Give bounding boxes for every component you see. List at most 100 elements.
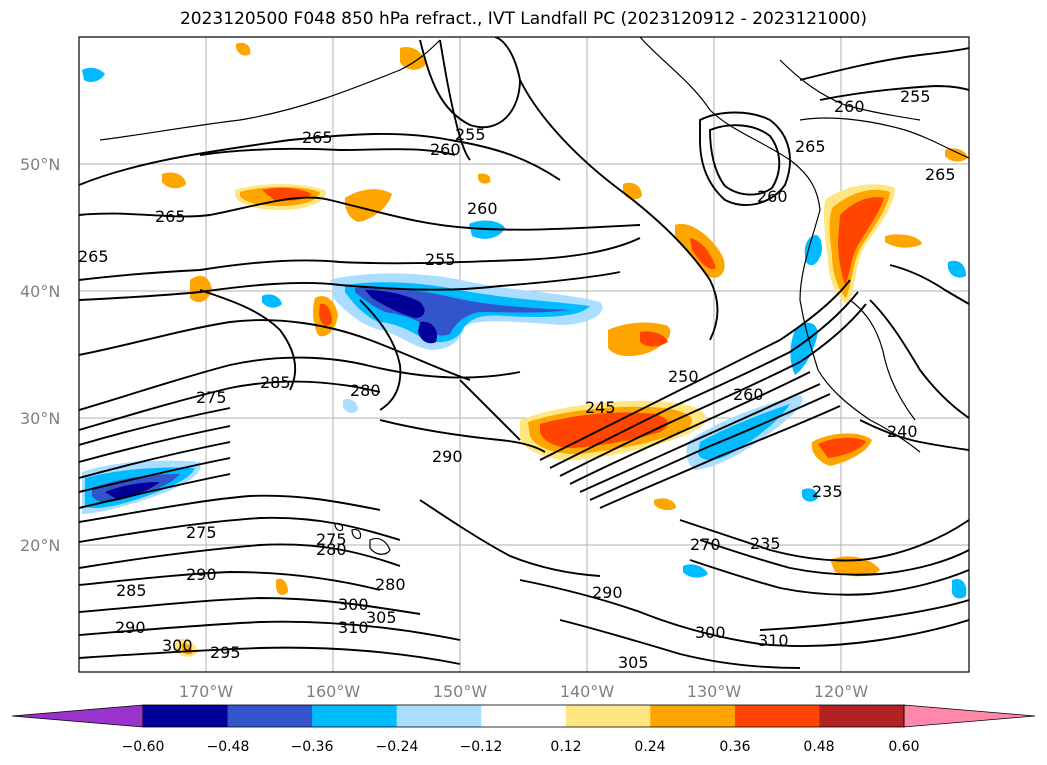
contour-label: 290	[186, 565, 217, 584]
pos-region-ad	[478, 173, 491, 184]
coast-alaska-bc	[639, 37, 821, 211]
contour-245	[549, 291, 859, 469]
contour-265c	[79, 425, 231, 463]
contour-label: 265	[302, 128, 333, 147]
colorbar-segment	[312, 705, 398, 727]
pos-region-p	[319, 303, 332, 326]
colorbar-tick-label: −0.24	[376, 739, 419, 755]
contour-label: 250	[668, 367, 699, 386]
contour-280b	[79, 543, 401, 569]
contour-label: 265	[155, 207, 186, 226]
colorbar-tick-label: −0.48	[207, 739, 250, 755]
colorbar-segment	[481, 705, 567, 727]
contour-235	[569, 371, 811, 485]
contour-285	[79, 356, 521, 411]
neg-region-q	[683, 564, 708, 578]
contour-280-loop	[199, 289, 297, 391]
colorbar-tick-label: 0.36	[719, 739, 750, 755]
colorbar-segment	[565, 705, 651, 727]
colorbar-segments	[11, 704, 1036, 728]
neg-region-j	[105, 482, 160, 500]
contour-255-ne	[799, 47, 969, 81]
contour-240	[559, 303, 867, 477]
contour-label: 265	[795, 137, 826, 156]
contour-label: 260	[430, 140, 461, 159]
lon-label-170w: 170°W	[179, 682, 234, 701]
contour-label: 310	[338, 618, 369, 637]
lon-label-120w: 120°W	[814, 682, 869, 701]
contour-300-south	[519, 579, 969, 648]
contour-label: 285	[116, 581, 147, 600]
pos-region-r	[818, 437, 866, 458]
pos-region-k	[690, 238, 716, 269]
contour-220	[599, 405, 841, 509]
contour-290-c	[419, 499, 601, 577]
contour-label: 300	[338, 595, 369, 614]
contour-225	[589, 393, 831, 501]
colorbar-segment	[227, 705, 313, 727]
pos-region-ae	[654, 498, 676, 511]
neg-region-r	[802, 488, 818, 502]
pos-region-w	[400, 46, 426, 70]
contour-265d	[79, 494, 381, 523]
contour-305-south	[559, 619, 801, 669]
colorbar-segment	[819, 705, 905, 727]
contour-265-north	[79, 132, 561, 186]
contour-265-mid	[199, 147, 456, 156]
contour-label: 260	[834, 97, 865, 116]
lat-label-50n: 50°N	[20, 155, 60, 174]
coast-aleutians	[99, 39, 441, 141]
contour-250b	[79, 473, 231, 509]
contour-265-b	[79, 196, 641, 231]
contour-290	[79, 571, 381, 591]
neg-region-t	[951, 578, 967, 599]
contour-label: 275	[186, 523, 217, 542]
coast-baja-inner	[849, 299, 916, 421]
colorbar-segment	[143, 705, 229, 727]
contour-label: 265	[925, 165, 956, 184]
neg-region-d	[365, 290, 425, 318]
contour-275b	[79, 516, 401, 543]
contour-250-east	[869, 299, 969, 419]
coast-us-west	[799, 209, 921, 453]
contour-240-east	[859, 419, 969, 451]
colorbar-segment	[396, 705, 482, 727]
colorbar-frame	[142, 704, 905, 728]
contour-255	[79, 271, 621, 301]
graticule	[79, 37, 969, 672]
colorbar-tick-labels: −0.60 −0.48 −0.36 −0.24 −0.12 0.12 0.24 …	[122, 739, 920, 755]
pos-region-u	[162, 172, 186, 189]
contour-230-south	[699, 539, 969, 576]
contour-label: 270	[690, 535, 721, 554]
contour-265-loop	[709, 124, 781, 196]
colorbar-tick-label: −0.36	[291, 739, 334, 755]
contour-label: 290	[115, 618, 146, 637]
plot-background	[79, 37, 969, 672]
contour-label: 275	[196, 388, 227, 407]
contour-260b	[79, 441, 231, 479]
pos-region-t	[190, 275, 212, 303]
contour-label: 285	[260, 373, 291, 392]
contour-260	[79, 237, 641, 281]
neg-region-e	[418, 321, 438, 344]
latitude-labels: 50°N 40°N 30°N 20°N	[20, 155, 60, 555]
pos-region-c	[540, 412, 668, 448]
pos-region-i	[838, 197, 884, 285]
lat-label-20n: 20°N	[20, 536, 60, 555]
contour-label: 255	[425, 250, 456, 269]
contour-290-b	[379, 419, 546, 453]
lon-label-130w: 130°W	[687, 682, 742, 701]
contour-label: 260	[757, 187, 788, 206]
colorbar-tick-label: 0.60	[888, 739, 919, 755]
contour-275	[79, 380, 381, 431]
contour-label: 295	[210, 643, 241, 662]
contour-label: 280	[316, 540, 347, 559]
contour-310	[79, 646, 461, 665]
contour-label: 290	[592, 583, 623, 602]
colorbar-extend-right	[903, 704, 1036, 728]
contour-label: 310	[758, 631, 789, 650]
contour-260-ne	[819, 85, 969, 101]
coast-hawaii-a	[369, 537, 391, 555]
plot-frame	[78, 36, 970, 673]
